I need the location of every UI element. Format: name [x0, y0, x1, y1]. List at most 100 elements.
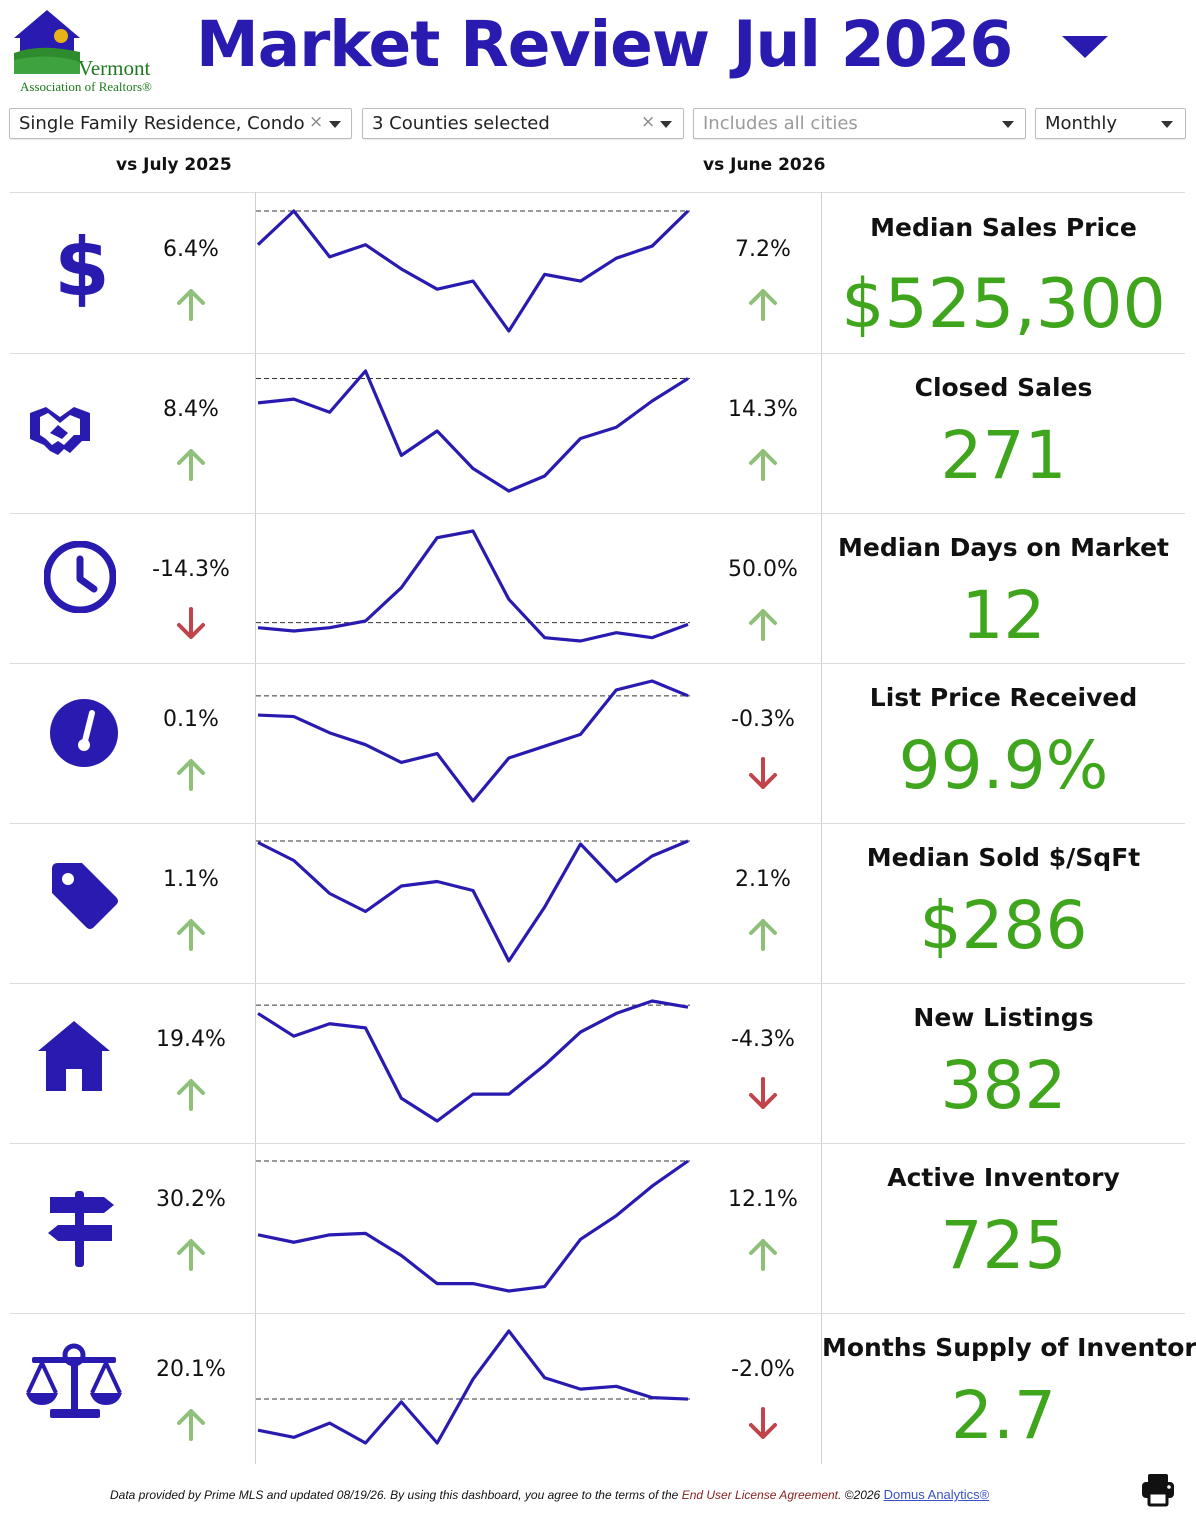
metric-value: 725 — [940, 1207, 1067, 1284]
sparkline-chart — [256, 209, 690, 333]
yoy-change-value: 20.1% — [156, 1357, 226, 1382]
sparkline-chart — [256, 679, 690, 803]
metric-label: Months Supply of Inventory — [822, 1333, 1196, 1362]
metric-label: Median Sales Price — [870, 213, 1137, 242]
frequency-select[interactable]: Monthly — [1035, 108, 1186, 139]
logo-line2: Association of Realtors® — [20, 79, 152, 94]
vermont-realtors-logo: Vermont Association of Realtors® — [10, 8, 160, 94]
sparkline-series — [257, 1329, 689, 1445]
mom-change-value: -4.3% — [731, 1027, 795, 1052]
clear-property-type-icon[interactable]: × — [309, 112, 324, 132]
counties-value: 3 Counties selected — [372, 113, 550, 134]
mom-down-arrow-icon — [748, 1077, 778, 1111]
row-divider — [10, 1143, 1185, 1144]
metric-label: Median Sold $/SqFt — [866, 843, 1141, 872]
period-dropdown-caret-icon[interactable] — [1062, 36, 1108, 58]
header-divider — [10, 192, 1185, 193]
sparkline-series — [257, 1159, 689, 1293]
mom-change-value: -2.0% — [731, 1357, 795, 1382]
sparkline-chart — [256, 839, 690, 963]
yoy-up-arrow-icon — [176, 757, 206, 791]
house-icon — [38, 1019, 110, 1097]
metric-value: 2.7 — [951, 1377, 1056, 1454]
mom-change-value: 50.0% — [728, 557, 798, 582]
metric-label: Active Inventory — [887, 1163, 1120, 1192]
sparkline-series — [257, 529, 689, 643]
row-divider — [10, 663, 1185, 664]
row-divider — [10, 353, 1185, 354]
metric-value: 271 — [940, 417, 1067, 494]
cities-select[interactable]: Includes all cities — [693, 108, 1026, 139]
metric-label: List Price Received — [869, 683, 1138, 712]
yoy-change-value: 30.2% — [156, 1187, 226, 1212]
clear-counties-icon[interactable]: × — [641, 112, 656, 132]
page-title: Market Review Jul 2026 — [196, 8, 1013, 82]
sparkline-series — [257, 839, 689, 963]
footer-copyright: . ©2026 — [838, 1488, 881, 1502]
yoy-up-arrow-icon — [176, 917, 206, 951]
mom-up-arrow-icon — [748, 917, 778, 951]
yoy-change-value: 1.1% — [163, 867, 219, 892]
right-column-divider — [821, 192, 822, 1464]
svg-text:$: $ — [54, 233, 110, 313]
metric-value: 382 — [940, 1047, 1067, 1124]
yoy-down-arrow-icon — [176, 607, 206, 641]
sparkline-series — [257, 369, 689, 493]
clock-icon — [43, 540, 117, 617]
handshake-icon — [24, 393, 96, 473]
metric-label: Closed Sales — [914, 373, 1093, 402]
sparkline-series — [257, 999, 689, 1123]
chevron-down-icon — [1002, 121, 1014, 128]
footer-text: Data provided by Prime MLS and updated 0… — [110, 1488, 679, 1502]
sparkline-chart — [256, 1159, 690, 1293]
metric-label: New Listings — [913, 1003, 1094, 1032]
logo-house-icon — [14, 10, 80, 74]
property-type-select[interactable]: Single Family Residence, Condo × — [9, 108, 352, 139]
yoy-change-value: 8.4% — [163, 397, 219, 422]
yoy-up-arrow-icon — [176, 447, 206, 481]
yoy-change-value: 0.1% — [163, 707, 219, 732]
sparkline-series — [256, 209, 690, 333]
chevron-down-icon — [329, 121, 341, 128]
mom-change-value: 7.2% — [735, 237, 791, 262]
sparkline-series — [257, 679, 689, 803]
row-divider — [10, 1313, 1185, 1314]
mom-up-arrow-icon — [748, 287, 778, 321]
eula-link[interactable]: End User License Agreement — [681, 1488, 839, 1502]
mom-change-value: 2.1% — [735, 867, 791, 892]
print-icon[interactable] — [1140, 1472, 1176, 1508]
mom-down-arrow-icon — [748, 757, 778, 791]
left-column-divider — [255, 192, 256, 1464]
sparkline-chart — [256, 369, 690, 493]
row-divider — [10, 513, 1185, 514]
yoy-column-header: vs July 2025 — [116, 155, 232, 175]
tag-icon — [48, 859, 120, 935]
counties-select[interactable]: 3 Counties selected × — [362, 108, 684, 139]
mom-up-arrow-icon — [748, 607, 778, 641]
metric-value: 99.9% — [898, 727, 1109, 804]
footer-disclaimer: Data provided by Prime MLS and updated 0… — [110, 1487, 989, 1502]
logo-line1: Vermont — [78, 56, 151, 80]
metric-value: 12 — [961, 577, 1046, 654]
cities-placeholder: Includes all cities — [703, 113, 858, 134]
frequency-value: Monthly — [1045, 113, 1118, 134]
sparkline-chart — [256, 999, 690, 1123]
title-text: Market Review — [196, 8, 710, 81]
mom-change-value: 12.1% — [728, 1187, 798, 1212]
mom-up-arrow-icon — [748, 1237, 778, 1271]
yoy-up-arrow-icon — [176, 1077, 206, 1111]
row-divider — [10, 983, 1185, 984]
property-type-value: Single Family Residence, Condo — [19, 113, 305, 134]
metric-value: $525,300 — [841, 265, 1166, 344]
yoy-up-arrow-icon — [176, 287, 206, 321]
mom-change-value: -0.3% — [731, 707, 795, 732]
mom-up-arrow-icon — [748, 447, 778, 481]
title-period: Jul 2026 — [733, 8, 1013, 81]
yoy-change-value: -14.3% — [152, 557, 230, 582]
domus-analytics-link[interactable]: Domus Analytics® — [883, 1487, 990, 1502]
yoy-up-arrow-icon — [176, 1407, 206, 1441]
signpost-icon — [44, 1191, 116, 1271]
yoy-up-arrow-icon — [176, 1237, 206, 1271]
mom-change-value: 14.3% — [728, 397, 798, 422]
mom-down-arrow-icon — [748, 1407, 778, 1441]
